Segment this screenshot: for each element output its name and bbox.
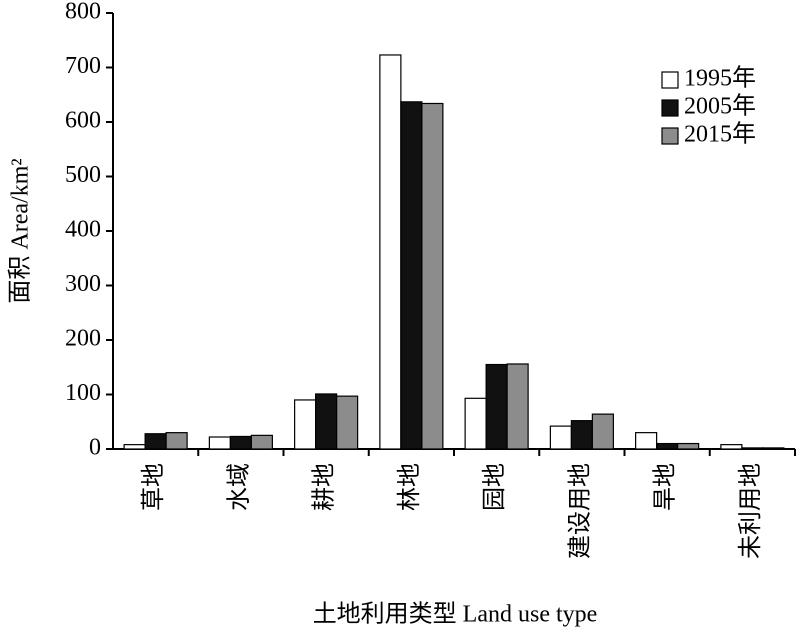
bar — [570, 420, 593, 450]
x-tick-label: 园地 — [481, 463, 508, 511]
y-axis-label: 面积 Area/km² — [7, 158, 34, 303]
legend-swatch — [661, 99, 679, 117]
bar — [677, 442, 700, 450]
bar — [762, 447, 785, 450]
bar — [635, 432, 658, 450]
x-tick-label: 耕地 — [311, 463, 338, 511]
bar — [485, 363, 508, 450]
x-tick-label: 旱地 — [652, 463, 679, 511]
bar — [421, 102, 444, 450]
bar — [549, 425, 572, 450]
bar — [656, 442, 679, 450]
legend-label: 1995年 — [684, 65, 756, 92]
legend-swatch — [661, 71, 679, 89]
y-tick-label: 600 — [65, 108, 101, 134]
x-axis-label: 土地利用类型 Land use type — [313, 601, 598, 628]
bar — [229, 435, 252, 450]
bar — [591, 413, 614, 450]
bar — [741, 447, 764, 450]
y-tick-label: 200 — [65, 326, 101, 352]
bar — [208, 436, 231, 450]
x-tick-label: 林地 — [396, 463, 423, 511]
y-tick-label: 100 — [65, 380, 101, 406]
y-tick-label: 300 — [65, 271, 101, 297]
x-tick-label: 水域 — [225, 463, 252, 511]
legend-label: 2015年 — [684, 121, 756, 148]
bar — [250, 434, 273, 450]
bar — [720, 444, 743, 450]
bar — [144, 433, 167, 450]
bar — [294, 399, 317, 450]
bar — [464, 397, 487, 450]
x-tick-label: 建设用地 — [566, 463, 593, 559]
bar — [506, 363, 529, 450]
bar — [123, 444, 146, 450]
bar — [379, 54, 402, 450]
bar — [400, 101, 423, 450]
x-tick-label: 未利用地 — [737, 463, 764, 559]
y-tick-label: 800 — [65, 0, 101, 25]
y-tick-label: 500 — [65, 162, 101, 188]
legend-swatch — [661, 127, 679, 145]
y-tick-label: 400 — [65, 217, 101, 243]
y-tick-label: 700 — [65, 53, 101, 79]
legend-label: 2005年 — [684, 93, 756, 120]
y-tick-label: 0 — [89, 435, 101, 461]
x-tick-label: 草地 — [140, 463, 167, 511]
bar — [315, 393, 338, 450]
bar — [336, 395, 359, 450]
bar — [165, 432, 188, 450]
